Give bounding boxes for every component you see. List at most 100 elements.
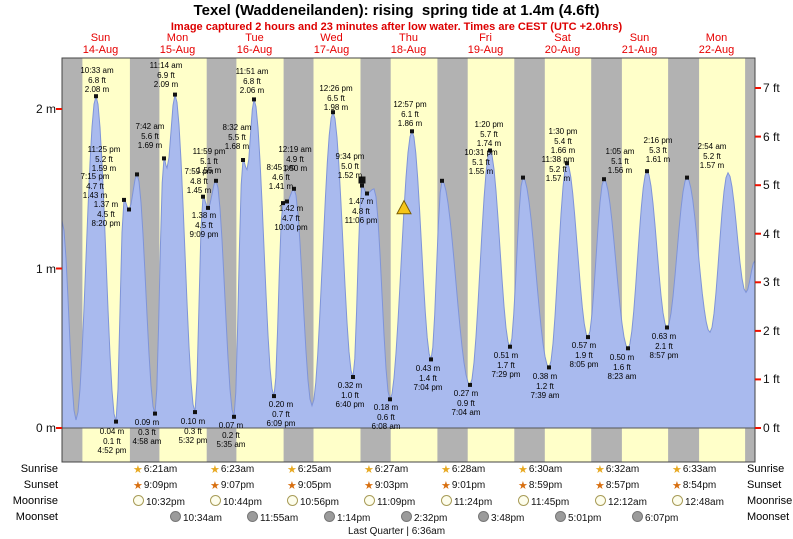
moonrise-time: 10:44pm <box>210 495 262 508</box>
moonset-time-text: 3:48pm <box>491 513 525 524</box>
moonset-time-text: 5:01pm <box>568 513 602 524</box>
moonset-icon <box>170 511 181 522</box>
day-label: Sat 20-Aug <box>524 32 601 56</box>
sunrise-time-text: 6:32am <box>605 464 640 475</box>
capture-note: Image captured 2 hours and 23 minutes af… <box>170 21 623 33</box>
sunset-star-icon: ★ <box>364 480 374 492</box>
sunset-star-icon: ★ <box>672 480 682 492</box>
day-label: Mon 22-Aug <box>678 32 755 56</box>
sunrise-star-icon: ★ <box>672 464 682 476</box>
tide-extreme-marker <box>193 410 197 415</box>
day-date: 15-Aug <box>159 44 196 56</box>
day-of-week: Sat <box>554 32 571 44</box>
tide-extreme-marker <box>365 191 369 196</box>
tide-extreme-marker <box>292 186 296 191</box>
sunrise-star-icon: ★ <box>210 464 220 476</box>
moonset-icon <box>632 511 643 522</box>
moonset-time: 11:55am <box>247 511 298 524</box>
tide-extreme-marker <box>547 365 551 370</box>
plot-frame <box>61 57 756 463</box>
tide-extreme-marker <box>429 357 433 362</box>
sunset-time-text: 8:59pm <box>528 480 563 491</box>
tide-extreme-marker <box>508 344 512 349</box>
moonrise-time: 10:32pm <box>133 495 185 508</box>
tide-extreme-marker <box>122 197 126 202</box>
moonrise-time-text: 10:32pm <box>146 497 185 508</box>
moonrise-time-text: 11:24pm <box>454 497 493 508</box>
moonrise-icon <box>441 495 452 506</box>
moonrise-time-text: 10:56pm <box>300 497 339 508</box>
day-label: Wed 17-Aug <box>293 32 370 56</box>
tide-extreme-marker <box>360 183 364 188</box>
tide-extreme-marker <box>285 199 289 204</box>
moonset-time-text: 11:55am <box>260 513 299 524</box>
y-axis-label-m: 2 m <box>35 102 56 116</box>
tide-extreme-marker <box>281 201 285 206</box>
y-axis-label-ft: 4 ft <box>763 226 780 241</box>
sunrise-time-text: 6:27am <box>374 464 409 475</box>
row-label-sunset: Sunset <box>23 479 58 491</box>
tide-extreme-marker <box>173 92 177 97</box>
tide-extreme-marker <box>410 129 414 134</box>
moonset-time: 6:07pm <box>632 511 678 524</box>
moonset-icon <box>555 511 566 522</box>
sunset-time: ★9:05pm <box>287 479 331 492</box>
moonrise-time: 12:12am <box>595 495 647 508</box>
sunset-time: ★9:07pm <box>210 479 254 492</box>
sunrise-time-text: 6:21am <box>143 464 178 475</box>
tide-extreme-marker <box>272 394 276 399</box>
sunset-time: ★9:01pm <box>441 479 485 492</box>
y-axis-label-ft: 7 ft <box>763 81 780 95</box>
row-label-moonset: Moonset <box>15 511 58 523</box>
y-axis-label-ft: 2 ft <box>763 323 780 338</box>
moonrise-icon <box>364 495 375 506</box>
sunset-time-text: 9:01pm <box>451 480 486 491</box>
tide-curve <box>61 94 756 422</box>
sunrise-star-icon: ★ <box>441 464 451 476</box>
tide-extreme-marker <box>586 335 590 340</box>
sunset-star-icon: ★ <box>518 480 528 492</box>
day-label: Thu 18-Aug <box>370 32 447 56</box>
sunrise-star-icon: ★ <box>595 464 605 476</box>
tide-extreme-marker <box>351 375 355 379</box>
moonrise-time-text: 10:44pm <box>223 497 262 508</box>
sunset-star-icon: ★ <box>287 480 297 492</box>
moonrise-time: 11:09pm <box>364 495 415 508</box>
day-of-week: Wed <box>320 32 343 44</box>
day-of-week: Sun <box>629 32 650 44</box>
sunset-time-text: 9:07pm <box>220 480 255 491</box>
day-date: 17-Aug <box>313 44 350 56</box>
tide-extreme-marker <box>201 194 205 199</box>
day-of-week: Tue <box>245 32 264 44</box>
tide-extreme-marker <box>214 178 218 183</box>
moonset-icon <box>401 511 412 522</box>
moonset-time-text: 6:07pm <box>645 513 679 524</box>
y-axis-label-ft: 1 ft <box>763 372 780 387</box>
tide-extreme-marker <box>626 346 630 351</box>
sunrise-time-text: 6:25am <box>297 464 332 475</box>
sunset-time: ★8:59pm <box>518 479 562 492</box>
sunrise-time: ★6:28am <box>441 463 485 476</box>
day-of-week: Fri <box>479 32 492 44</box>
sunset-time-text: 8:54pm <box>682 480 717 491</box>
sunrise-time: ★6:30am <box>518 463 562 476</box>
tide-extreme-marker <box>440 178 444 183</box>
sunrise-time-text: 6:28am <box>451 464 486 475</box>
sunset-star-icon: ★ <box>441 480 451 492</box>
sunset-star-icon: ★ <box>595 480 605 492</box>
day-label: Mon 15-Aug <box>139 32 216 56</box>
moonset-icon <box>324 511 335 522</box>
y-axis-label-m: 0 m <box>35 421 56 435</box>
page-title: Texel (Waddeneilanden): rising spring ti… <box>193 2 600 19</box>
moonrise-time-text: 11:45pm <box>531 497 570 508</box>
tide-extreme-marker <box>645 169 649 174</box>
moonrise-time-text: 12:12am <box>608 497 647 508</box>
sunrise-star-icon: ★ <box>364 464 374 476</box>
day-label: Sun 14-Aug <box>62 32 139 56</box>
tide-extreme-marker <box>488 148 492 153</box>
tide-extreme-marker <box>114 419 118 424</box>
moonrise-time: 11:24pm <box>441 495 492 508</box>
sunset-time: ★9:03pm <box>364 479 408 492</box>
sunrise-time: ★6:32am <box>595 463 639 476</box>
